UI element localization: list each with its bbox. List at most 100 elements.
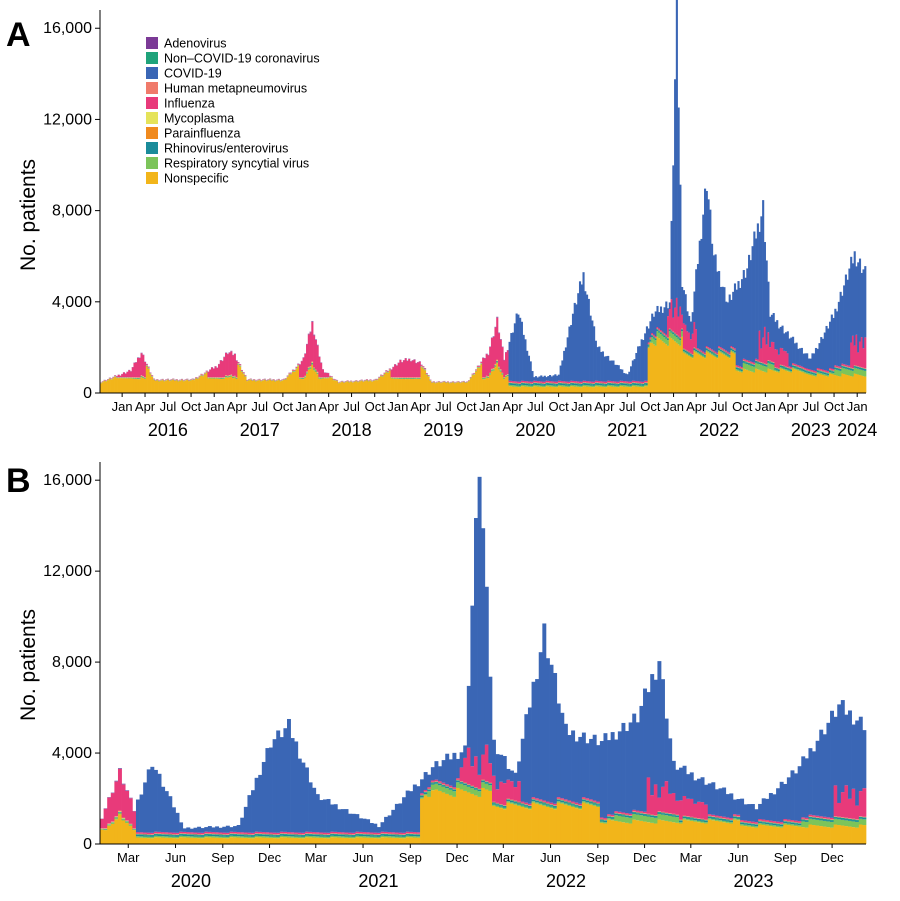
bar-a-59-nonspecific xyxy=(203,374,206,393)
bar-b-151-rhinovirus-enterovirus xyxy=(643,814,647,816)
bar-a-348-covid-19 xyxy=(712,255,715,351)
bar-b-198-non-covid-19-coronavirus xyxy=(812,817,817,818)
bar-a-271-human-metapneumovirus xyxy=(577,382,580,384)
bar-b-42-covid-19 xyxy=(251,790,255,833)
bar-a-398-non-covid-19-coronavirus xyxy=(800,368,803,370)
bar-a-185-influenza xyxy=(425,373,428,374)
bar-a-225-rhinovirus-enterovirus xyxy=(496,361,499,362)
bar-a-233-covid-19 xyxy=(510,333,513,381)
bar-b-37-influenza xyxy=(233,831,238,834)
bar-a-334-nonspecific xyxy=(688,355,691,393)
bar-b-171-rhinovirus-enterovirus xyxy=(714,818,719,820)
bar-a-256-influenza xyxy=(550,381,553,383)
bar-a-357-rhinovirus-enterovirus xyxy=(728,355,731,357)
bar-b-107-human-metapneumovirus xyxy=(484,781,489,782)
bar-a-114-influenza xyxy=(300,361,303,378)
bar-a-430-nonspecific xyxy=(857,374,860,393)
bar-a-375-respiratory-syncytial-virus xyxy=(760,364,763,371)
bar-b-148-non-covid-19-coronavirus xyxy=(632,811,637,813)
bar-b-149-respiratory-syncytial-virus xyxy=(635,814,640,821)
bar-a-184-respiratory-syncytial-virus xyxy=(424,369,427,371)
bar-a-260-non-covid-19-coronavirus xyxy=(557,382,560,384)
bar-b-66-non-covid-19-coronavirus xyxy=(337,834,342,835)
bar-b-48-respiratory-syncytial-virus xyxy=(272,836,277,839)
bar-b-54-nonspecific xyxy=(294,837,299,844)
bar-b-71-influenza xyxy=(355,831,360,834)
bar-a-122-influenza xyxy=(314,339,317,370)
bar-b-75-respiratory-syncytial-virus xyxy=(369,836,374,838)
bar-a-243-respiratory-syncytial-virus xyxy=(527,385,531,387)
bar-a-388-non-covid-19-coronavirus xyxy=(783,366,786,368)
bar-b-176-influenza xyxy=(732,814,737,816)
bar-a-116-nonspecific xyxy=(304,377,307,393)
bar-b-80-nonspecific xyxy=(387,837,392,844)
bar-a-417-human-metapneumovirus xyxy=(834,366,837,368)
bar-b-49-covid-19 xyxy=(276,730,281,833)
bar-a-289-non-covid-19-coronavirus xyxy=(608,382,612,384)
bar-a-119-mycoplasma xyxy=(309,366,312,368)
bar-b-202-covid-19 xyxy=(826,722,831,818)
bar-b-68-respiratory-syncytial-virus xyxy=(344,836,349,838)
bar-a-287-rhinovirus-enterovirus xyxy=(605,384,608,386)
bar-b-18-rhinovirus-enterovirus xyxy=(164,835,169,837)
bar-a-319-human-metapneumovirus xyxy=(661,332,664,334)
bar-a-182-influenza xyxy=(420,364,423,366)
bar-b-57-non-covid-19-coronavirus xyxy=(304,833,309,835)
bar-b-35-non-covid-19-coronavirus xyxy=(225,834,230,836)
bar-a-252-non-covid-19-coronavirus xyxy=(543,383,546,385)
bar-a-309-non-covid-19-coronavirus xyxy=(644,382,647,384)
bar-a-244-non-covid-19-coronavirus xyxy=(529,383,532,385)
bar-b-41-respiratory-syncytial-virus xyxy=(247,836,252,839)
bar-b-193-human-metapneumovirus xyxy=(794,821,799,823)
bar-a-423-influenza xyxy=(844,364,847,367)
bar-b-180-respiratory-syncytial-virus xyxy=(747,825,752,827)
bar-a-368-influenza xyxy=(748,360,751,363)
bar-b-99-non-covid-19-coronavirus xyxy=(456,780,460,781)
bar-b-54-covid-19 xyxy=(294,741,299,833)
bar-a-349-nonspecific xyxy=(714,357,717,393)
bar-b-100-influenza xyxy=(459,767,464,782)
bar-a-319-non-covid-19-coronavirus xyxy=(661,333,664,335)
bar-a-375-rhinovirus-enterovirus xyxy=(760,363,763,365)
bar-a-384-nonspecific xyxy=(776,371,779,393)
bar-b-29-rhinovirus-enterovirus xyxy=(204,834,209,836)
bar-b-93-influenza xyxy=(434,779,439,782)
bar-a-314-rhinovirus-enterovirus xyxy=(652,337,656,339)
bar-a-424-covid-19 xyxy=(846,279,849,366)
bar-b-128-influenza xyxy=(560,798,565,800)
bar-a-49-nonspecific xyxy=(186,380,189,393)
bar-a-264-human-metapneumovirus xyxy=(564,382,567,384)
bar-b-136-nonspecific xyxy=(589,804,594,844)
bar-b-191-rhinovirus-enterovirus xyxy=(786,822,791,824)
bar-a-119-respiratory-syncytial-virus xyxy=(309,367,312,370)
bar-a-414-non-covid-19-coronavirus xyxy=(829,370,832,371)
bar-b-133-rhinovirus-enterovirus xyxy=(578,806,583,808)
bar-a-304-rhinovirus-enterovirus xyxy=(635,383,638,386)
bar-b-60-influenza xyxy=(315,832,320,834)
bar-b-96-nonspecific xyxy=(445,793,450,844)
bar-b-116-respiratory-syncytial-virus xyxy=(517,804,522,806)
bar-a-224-human-metapneumovirus xyxy=(494,363,497,365)
bar-b-20-covid-19 xyxy=(171,807,176,833)
bar-b-188-rhinovirus-enterovirus xyxy=(776,824,781,826)
bar-a-388-human-metapneumovirus xyxy=(783,365,786,367)
bar-a-283-covid-19 xyxy=(598,346,601,382)
bar-b-84-respiratory-syncytial-virus xyxy=(402,836,407,839)
bar-a-409-nonspecific xyxy=(820,374,823,393)
bar-a-284-influenza xyxy=(600,381,603,383)
bar-a-368-nonspecific xyxy=(748,370,751,393)
bar-a-400-human-metapneumovirus xyxy=(804,369,807,371)
bar-a-327-nonspecific xyxy=(675,342,678,393)
bar-a-176-influenza xyxy=(409,361,413,378)
bar-b-141-covid-19 xyxy=(607,740,612,815)
bar-a-254-respiratory-syncytial-virus xyxy=(547,384,550,387)
bar-b-145-covid-19 xyxy=(621,722,626,813)
bar-b-157-non-covid-19-coronavirus xyxy=(664,813,669,814)
bar-b-108-respiratory-syncytial-virus xyxy=(488,785,493,791)
bar-a-309-rhinovirus-enterovirus xyxy=(644,383,647,385)
bar-a-326-rhinovirus-enterovirus xyxy=(674,334,677,336)
bar-b-189-influenza xyxy=(779,822,784,824)
bar-a-405-covid-19 xyxy=(813,353,816,371)
bar-b-172-non-covid-19-coronavirus xyxy=(718,818,723,819)
bar-b-101-human-metapneumovirus xyxy=(463,782,468,784)
